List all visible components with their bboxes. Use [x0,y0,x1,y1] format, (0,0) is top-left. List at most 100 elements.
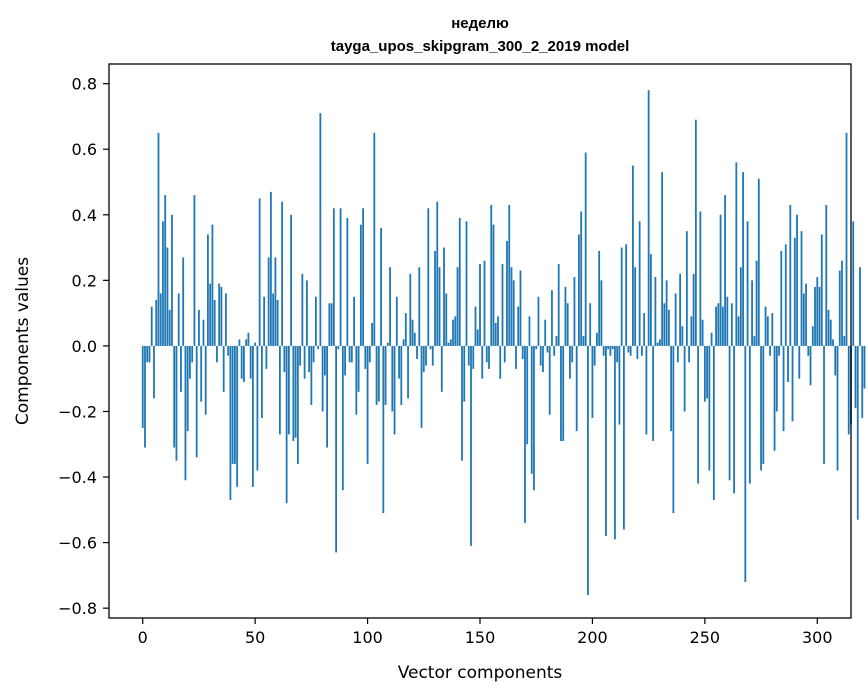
bar-280 [771,313,774,346]
bar-189 [566,303,569,346]
bar-201 [593,345,596,366]
bar-1 [144,345,146,448]
bar-136 [447,342,450,346]
bar-129 [431,345,434,366]
bar-289 [791,345,794,422]
x-tick-label: 200 [577,628,608,647]
bar-122 [416,345,418,360]
bar-8 [159,293,162,346]
bar-2 [146,345,149,363]
bar-55 [265,345,268,369]
bar-87 [337,345,340,350]
bar-288 [789,204,792,346]
bar-241 [683,345,686,412]
bar-266 [739,267,742,346]
y-tick-label: 0.2 [72,271,97,290]
bar-27 [202,319,205,346]
bar-222 [640,345,643,356]
bar-245 [692,273,695,346]
bar-102 [371,322,373,346]
bar-157 [494,322,497,346]
bar-314 [847,345,850,435]
bar-203 [598,250,601,346]
bar-194 [578,234,580,346]
x-tick-label: 0 [138,628,148,647]
bar-256 [717,303,720,346]
bar-306 [829,319,832,346]
bar-267 [742,172,744,346]
bar-37 [225,293,227,346]
bar-26 [200,345,203,402]
bar-97 [359,224,362,346]
bar-17 [180,345,182,392]
bar-118 [407,345,409,399]
bar-68 [294,345,297,438]
bar-151 [481,345,484,379]
bar-29 [207,234,209,346]
bar-212 [618,345,621,425]
bar-167 [517,306,520,346]
bar-278 [766,316,769,346]
bar-320 [861,345,864,419]
bar-316 [852,221,855,346]
bar-15 [175,345,178,461]
bar-269 [746,221,749,346]
bar-110 [389,267,391,346]
bar-179 [544,319,547,346]
bar-249 [701,319,704,346]
bar-264 [735,162,738,346]
bar-251 [706,345,708,399]
y-axis-label: Components values [13,257,33,425]
bar-299 [814,286,816,346]
x-tick-label: 300 [802,628,833,647]
bar-75 [310,345,313,405]
bar-206 [605,345,607,537]
bar-112 [393,345,396,435]
bar-77 [314,296,317,346]
bar-57 [269,191,272,346]
bar-227 [652,345,655,441]
bar-123 [418,267,421,346]
bar-64 [285,345,288,504]
bar-275 [760,345,762,471]
bar-196 [582,336,585,346]
bar-71 [301,273,304,346]
bar-173 [530,345,533,474]
bar-304 [825,204,828,346]
bar-209 [611,345,614,350]
bar-161 [503,345,506,363]
bar-155 [490,204,493,346]
bar-202 [596,332,598,346]
bar-21 [189,345,191,379]
bar-228 [654,277,657,346]
bar-193 [575,345,578,432]
bar-240 [681,326,684,346]
bar-318 [856,345,859,520]
bar-56 [267,257,270,346]
bar-74 [308,345,311,373]
bar-158 [497,316,499,346]
bar-43 [238,339,241,346]
bar-19 [184,345,187,481]
bar-152 [483,260,486,346]
bar-124 [420,345,423,428]
bar-79 [319,113,322,346]
bar-290 [793,237,796,346]
bar-44 [240,345,243,379]
bar-208 [609,345,612,356]
bar-164 [510,267,513,346]
bar-281 [773,345,776,451]
bar-166 [515,345,517,369]
bar-61 [278,345,281,435]
bar-305 [827,309,830,346]
bar-295 [805,283,807,346]
bar-183 [553,345,556,356]
bar-297 [809,345,812,386]
bar-63 [283,345,286,373]
bar-121 [413,332,416,346]
bar-171 [526,345,529,445]
bar-198 [587,345,589,596]
bar-20 [186,345,189,432]
bar-148 [474,306,477,346]
